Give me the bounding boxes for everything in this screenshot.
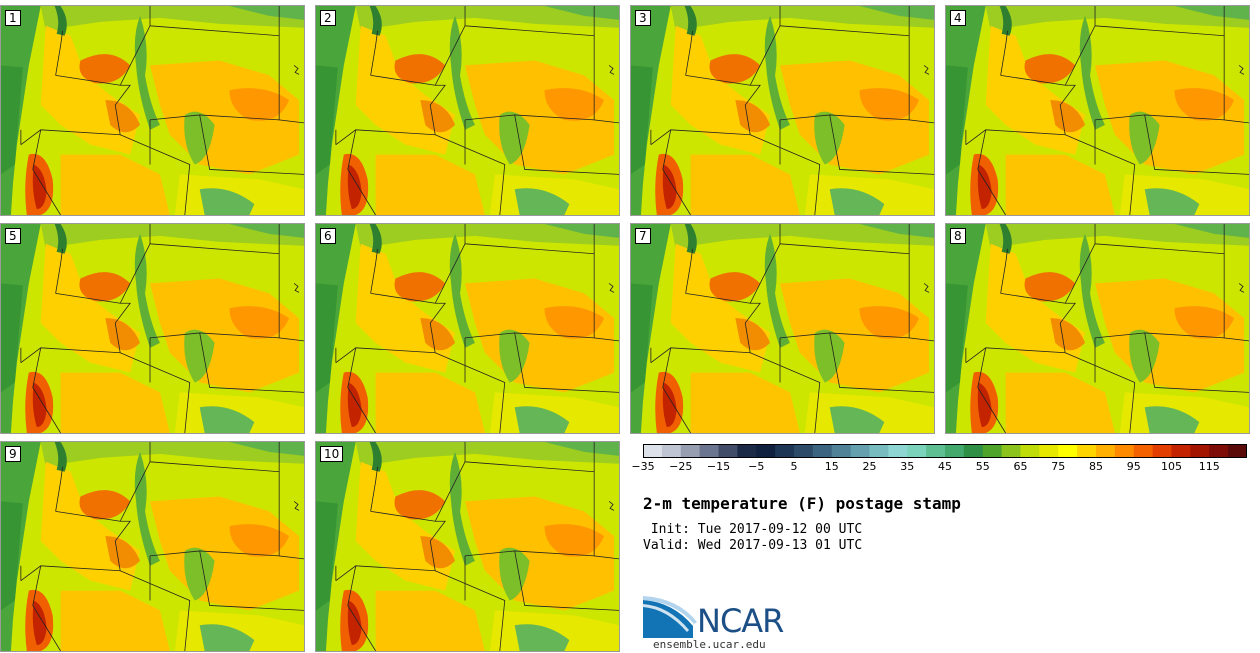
- panel-label: 6: [320, 228, 336, 244]
- colorbar-tick-label: −15: [706, 460, 731, 473]
- panel-label: 8: [950, 228, 966, 244]
- forecast-map-member-1: 1: [0, 5, 305, 216]
- colorbar-swatch: [1077, 444, 1097, 458]
- colorbar-swatch: [1058, 444, 1078, 458]
- colorbar-swatch: [756, 444, 776, 458]
- panel-label: 2: [320, 10, 336, 26]
- colorbar-tick-label: 85: [1089, 460, 1103, 473]
- ncar-logo-icon: [643, 596, 697, 638]
- colorbar-swatch: [907, 444, 927, 458]
- colorbar-swatch: [737, 444, 757, 458]
- colorbar-swatch: [699, 444, 719, 458]
- panel-label: 3: [635, 10, 651, 26]
- colorbar-tick-label: 15: [824, 460, 839, 473]
- temperature-map-image: [316, 224, 619, 433]
- colorbar-swatch: [718, 444, 738, 458]
- colorbar-tick-label: 5: [790, 460, 798, 473]
- valid-time-text: Valid: Wed 2017-09-13 01 UTC: [643, 538, 863, 553]
- temperature-map-image: [316, 442, 619, 651]
- forecast-map-member-10: 10: [315, 441, 620, 652]
- colorbar-swatch: [1152, 444, 1172, 458]
- colorbar-swatch: [775, 444, 795, 458]
- colorbar-border: [643, 444, 1247, 458]
- colorbar-swatch: [945, 444, 965, 458]
- colorbar-swatch: [1190, 444, 1210, 458]
- panel-label: 9: [5, 446, 21, 462]
- colorbar-swatch: [926, 444, 946, 458]
- colorbar-swatch: [1171, 444, 1191, 458]
- forecast-map-member-9: 9: [0, 441, 305, 652]
- colorbar-swatch: [1114, 444, 1135, 458]
- colorbar-swatch: [680, 444, 701, 458]
- site-url: ensemble.ucar.edu: [653, 638, 766, 651]
- forecast-map-member-6: 6: [315, 223, 620, 434]
- colorbar-swatch: [869, 444, 889, 458]
- temperature-map-image: [631, 6, 934, 215]
- panel-label: 10: [320, 446, 344, 462]
- init-time-text: Init: Tue 2017-09-12 00 UTC: [643, 522, 863, 537]
- colorbar-swatch: [661, 444, 682, 458]
- temperature-map-image: [1, 224, 304, 433]
- colorbar-swatch: [1096, 444, 1116, 458]
- colorbar-swatch: [831, 444, 852, 458]
- colorbar-swatch: [1228, 444, 1247, 458]
- colorbar-swatch: [888, 444, 908, 458]
- colorbar-tick-label: 55: [975, 460, 990, 473]
- forecast-map-member-5: 5: [0, 223, 305, 434]
- panel-label: 5: [5, 228, 21, 244]
- colorbar-swatch: [643, 444, 663, 458]
- colorbar-swatch: [1133, 444, 1154, 458]
- colorbar-tick-label: 25: [862, 460, 877, 473]
- colorbar-swatch: [982, 444, 1003, 458]
- colorbar-tick-label: 95: [1126, 460, 1141, 473]
- colorbar-tick-label: 115: [1198, 460, 1220, 473]
- colorbar-tick-label: −25: [669, 460, 693, 473]
- temperature-map-image: [946, 224, 1249, 433]
- colorbar-tick-labels: −35 −25 −15 −5 5 15 25 35 45 55 65 75 85 95 105 115: [631, 460, 1247, 476]
- temperature-map-image: [1, 6, 304, 215]
- colorbar-tick-label: 65: [1013, 460, 1028, 473]
- forecast-map-member-2: 2: [315, 5, 620, 216]
- temperature-colorbar: [643, 444, 1247, 458]
- colorbar-swatch: [794, 444, 814, 458]
- panel-label: 7: [635, 228, 651, 244]
- panel-label: 4: [950, 10, 966, 26]
- colorbar-swatch: [1209, 444, 1229, 458]
- forecast-map-member-3: 3: [630, 5, 935, 216]
- temperature-map-image: [1, 442, 304, 651]
- temperature-map-image: [946, 6, 1249, 215]
- colorbar-tick-label: 105: [1161, 460, 1182, 473]
- temperature-map-image: [631, 224, 934, 433]
- forecast-map-member-4: 4: [945, 5, 1250, 216]
- colorbar-tick-label: 35: [900, 460, 915, 473]
- temperature-map-image: [316, 6, 619, 215]
- colorbar-tick-label: −5: [748, 460, 765, 473]
- colorbar-swatch: [850, 444, 870, 458]
- forecast-map-member-8: 8: [945, 223, 1250, 434]
- colorbar-tick-label: 75: [1051, 460, 1066, 473]
- colorbar-swatch: [1001, 444, 1021, 458]
- colorbar-tick-label: 45: [938, 460, 952, 473]
- plot-title: 2-m temperature (F) postage stamp: [643, 494, 961, 513]
- colorbar-tick-label: −35: [631, 460, 655, 473]
- forecast-map-member-7: 7: [630, 223, 935, 434]
- ncar-logo-text: NCAR: [697, 602, 784, 640]
- panel-label: 1: [5, 10, 21, 26]
- colorbar-swatch: [963, 444, 984, 458]
- colorbar-swatch: [1020, 444, 1040, 458]
- colorbar-swatch: [1039, 444, 1059, 458]
- colorbar-swatch: [812, 444, 833, 458]
